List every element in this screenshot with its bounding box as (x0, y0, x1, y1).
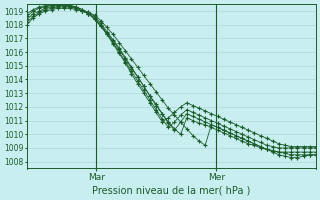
X-axis label: Pression niveau de la mer( hPa ): Pression niveau de la mer( hPa ) (92, 186, 251, 196)
